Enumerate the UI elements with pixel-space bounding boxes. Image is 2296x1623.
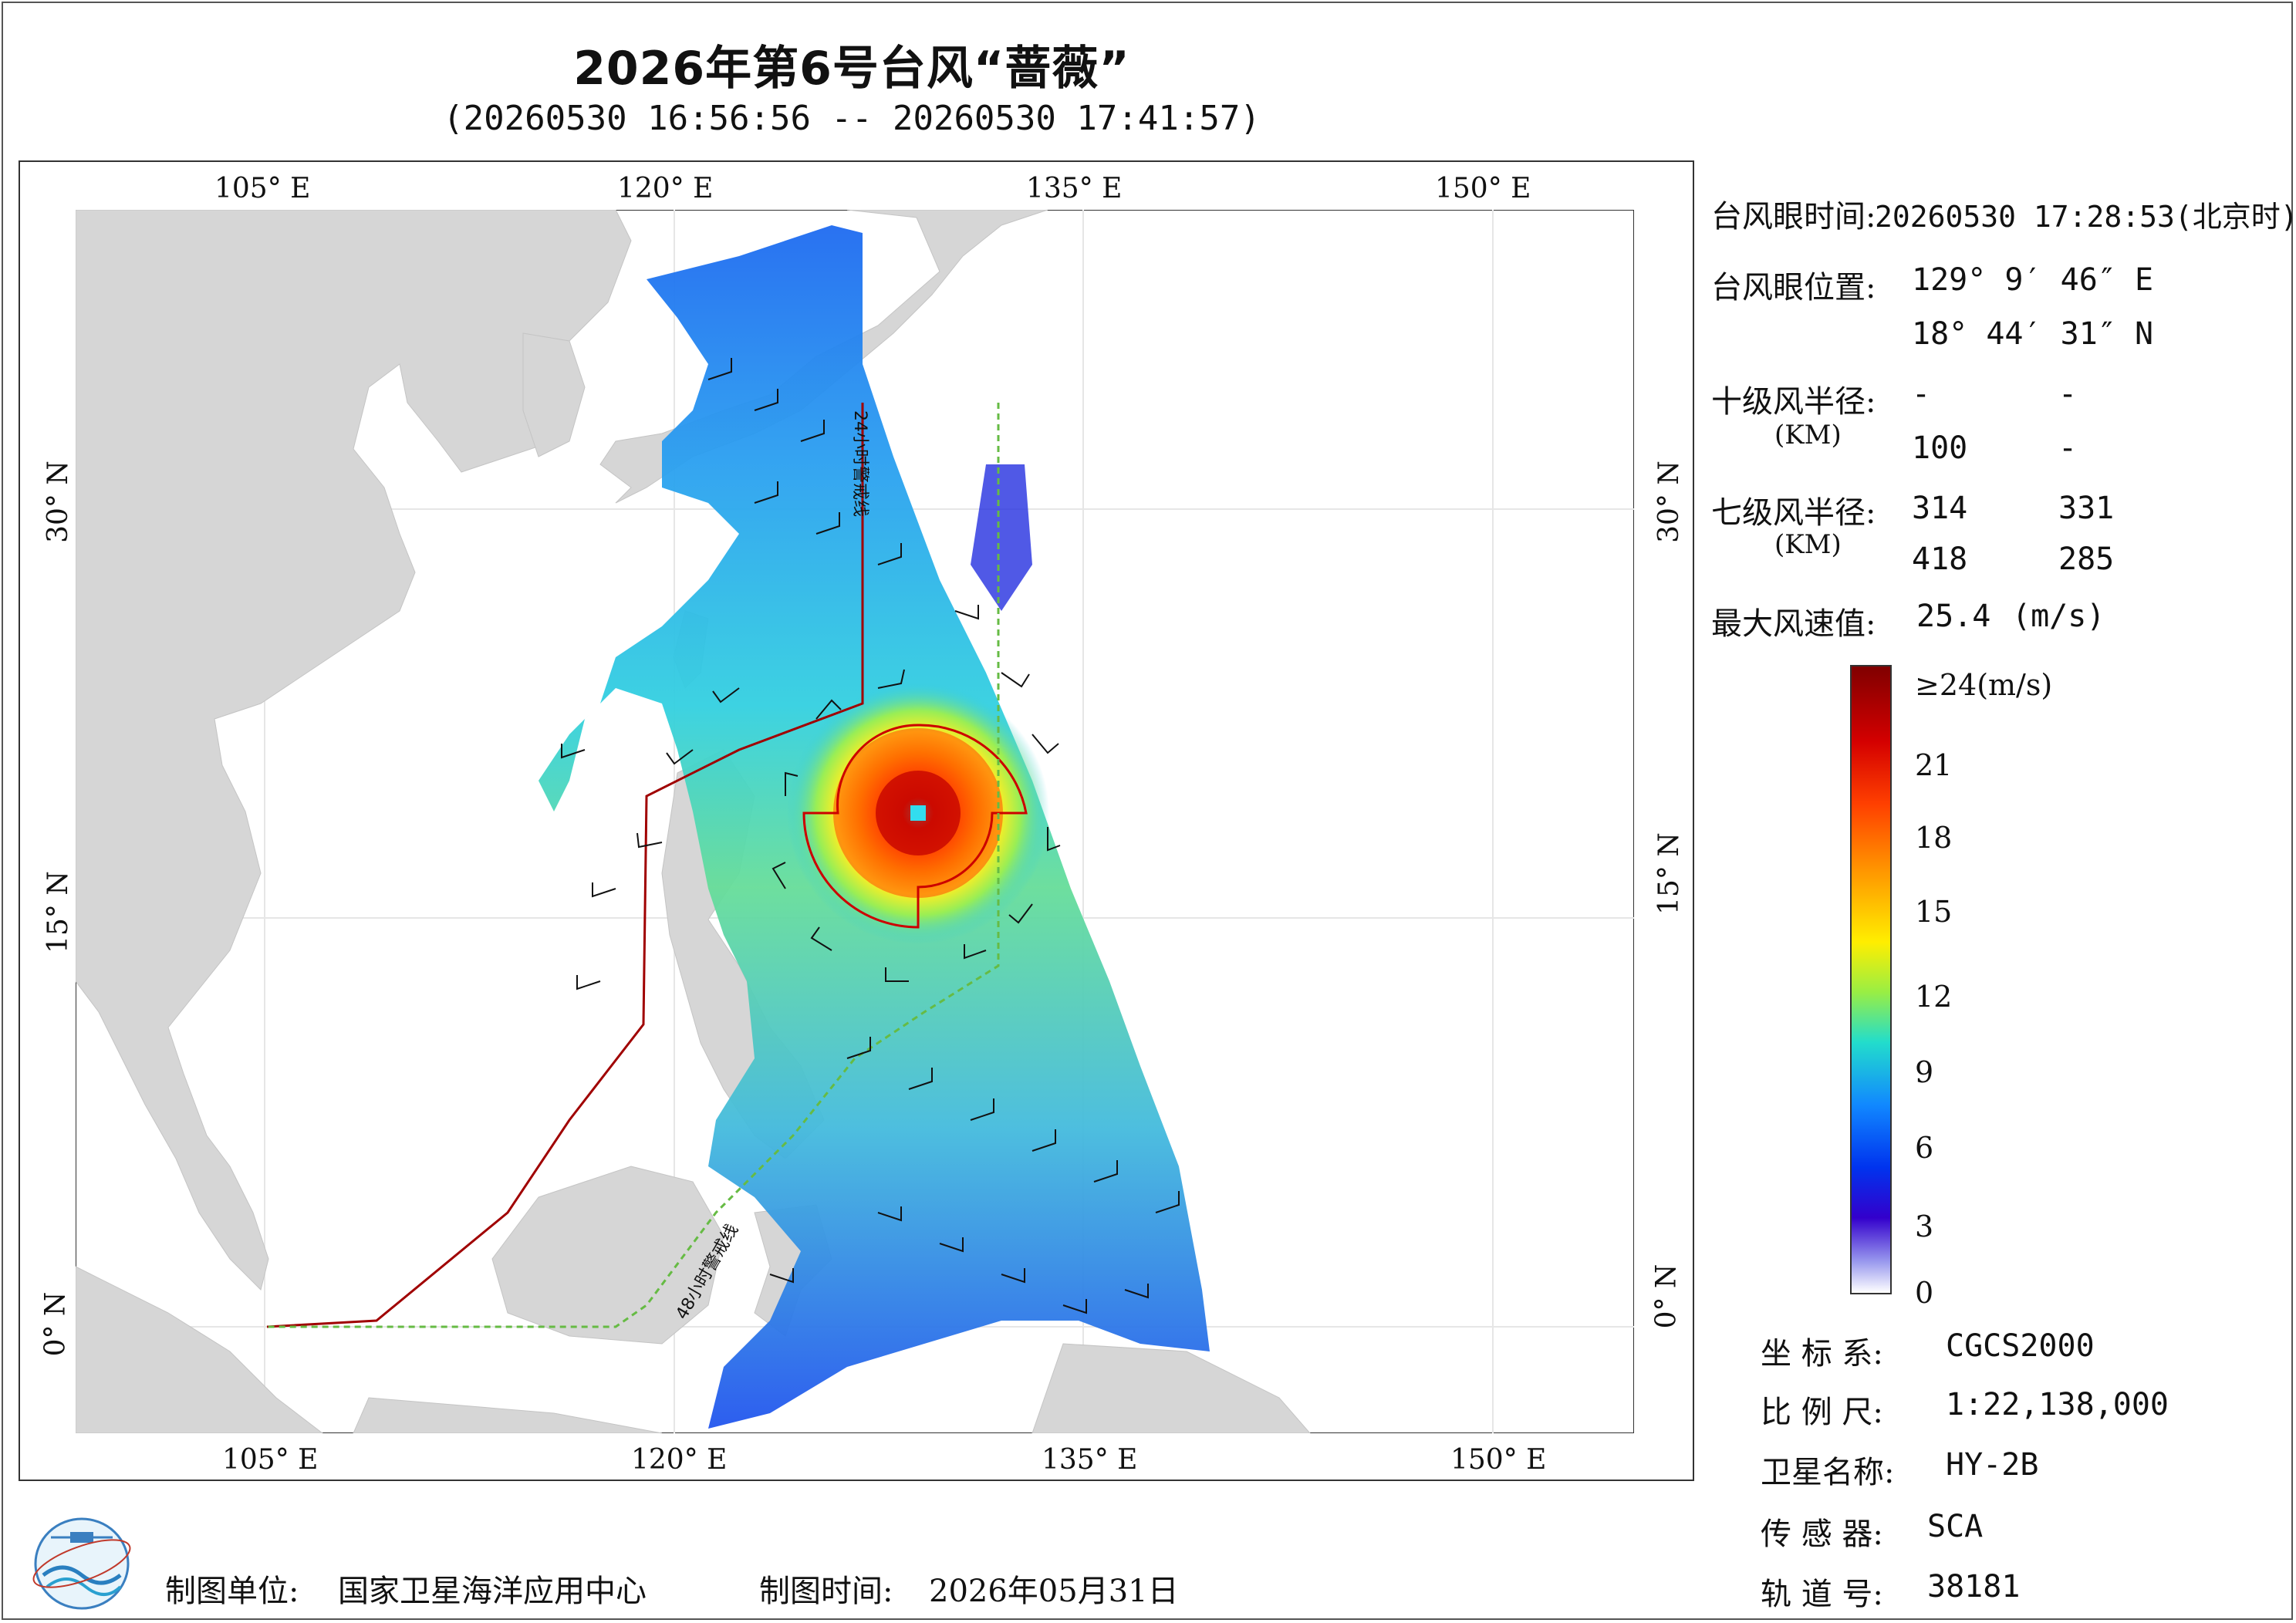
colorbar-label-21: 21 bbox=[1915, 748, 1953, 782]
lon-tick-bottom-150: 150° E bbox=[1450, 1444, 1547, 1476]
production-time-label: 制图时间: bbox=[759, 1574, 893, 1609]
orbit-label: 轨 道 号: bbox=[1761, 1577, 1883, 1612]
sensor-value: SCA bbox=[1927, 1509, 1984, 1544]
lat-tick-right-30: 30° N bbox=[1653, 461, 1685, 543]
crs-label: 坐 标 系: bbox=[1761, 1336, 1883, 1372]
scale-label: 比 例 尺: bbox=[1761, 1395, 1883, 1430]
satellite-label: 卫星名称: bbox=[1761, 1455, 1895, 1490]
map-canvas: 24小时警戒线 48小时警戒线 bbox=[76, 210, 1634, 1433]
lon-tick-bottom-135: 135° E bbox=[1042, 1444, 1138, 1476]
r10-ne: - bbox=[1912, 376, 1931, 412]
map-subtitle: (20260530 16:56:56 -- 20260530 17:41:57) bbox=[443, 99, 1261, 138]
r7-sw: 418 bbox=[1912, 542, 1968, 577]
producer-value: 国家卫星海洋应用中心 bbox=[338, 1574, 647, 1609]
lat-tick-left-0: 0° N bbox=[39, 1291, 72, 1357]
colorbar-label-9: 9 bbox=[1915, 1055, 1934, 1089]
producer-label: 制图单位: bbox=[165, 1574, 299, 1609]
eye-time-label: 台风眼时间: bbox=[1711, 199, 1876, 235]
eye-position-label: 台风眼位置: bbox=[1711, 270, 1876, 305]
warning-line-24h bbox=[266, 403, 864, 1328]
lon-tick-bottom-120: 120° E bbox=[631, 1444, 728, 1476]
lat-tick-right-0: 0° N bbox=[1650, 1264, 1683, 1329]
max-wind-label: 最大风速值: bbox=[1711, 606, 1876, 642]
wind-radius-7 bbox=[802, 724, 1028, 929]
colorbar bbox=[1850, 665, 1892, 1294]
sensor-label: 传 感 器: bbox=[1761, 1517, 1883, 1552]
lon-tick-top-105: 105° E bbox=[214, 173, 311, 204]
lon-tick-top-150: 150° E bbox=[1435, 173, 1531, 204]
max-wind-unit: (m/s) bbox=[2012, 599, 2105, 634]
map-title: 2026年第6号台风“蔷薇” bbox=[573, 42, 1130, 96]
lon-tick-bottom-105: 105° E bbox=[222, 1444, 319, 1476]
warning-line-48h bbox=[267, 403, 1000, 1328]
r10-unit: (KM) bbox=[1774, 420, 1842, 450]
scale-value: 1:22,138,000 bbox=[1946, 1387, 2169, 1422]
satellite-value: HY-2B bbox=[1946, 1447, 2039, 1483]
r7-nw: 285 bbox=[2058, 542, 2115, 577]
colorbar-label-18: 18 bbox=[1915, 821, 1953, 855]
crs-value: CGCS2000 bbox=[1946, 1328, 2095, 1364]
warning-label-24h: 24小时警戒线 bbox=[850, 410, 869, 517]
r10-se: - bbox=[2058, 376, 2078, 412]
colorbar-label-6: 6 bbox=[1915, 1131, 1934, 1165]
r10-nw: - bbox=[2058, 430, 2078, 466]
colorbar-label-12: 12 bbox=[1915, 980, 1953, 1014]
r7-unit: (KM) bbox=[1774, 529, 1842, 560]
r10-label: 十级风半径: bbox=[1711, 384, 1876, 420]
eye-latitude: 18° 44′ 31″ N bbox=[1912, 316, 2154, 352]
r10-sw: 100 bbox=[1912, 430, 1968, 466]
lon-tick-top-135: 135° E bbox=[1026, 173, 1123, 204]
eye-time-value: 20260530 17:28:53(北京时) bbox=[1875, 200, 2296, 234]
colorbar-label-3: 3 bbox=[1915, 1210, 1934, 1243]
lon-tick-top-120: 120° E bbox=[617, 173, 714, 204]
production-time-value: 2026年05月31日 bbox=[929, 1574, 1179, 1609]
colorbar-label-0: 0 bbox=[1915, 1276, 1934, 1310]
lat-tick-right-15: 15° N bbox=[1653, 832, 1685, 915]
agency-logo bbox=[32, 1517, 131, 1610]
max-wind-value: 25.4 bbox=[1916, 599, 1991, 634]
r7-label: 七级风半径: bbox=[1711, 495, 1876, 531]
r7-ne: 314 bbox=[1912, 491, 1968, 526]
eye-longitude: 129° 9′ 46″ E bbox=[1912, 262, 2154, 298]
r7-se: 331 bbox=[2058, 491, 2115, 526]
lat-tick-left-30: 30° N bbox=[42, 461, 74, 543]
colorbar-label-15: 15 bbox=[1915, 895, 1953, 929]
lat-tick-left-15: 15° N bbox=[42, 871, 74, 953]
orbit-value: 38181 bbox=[1927, 1569, 2021, 1604]
colorbar-label-24: ≥24(m/s) bbox=[1915, 668, 2053, 702]
